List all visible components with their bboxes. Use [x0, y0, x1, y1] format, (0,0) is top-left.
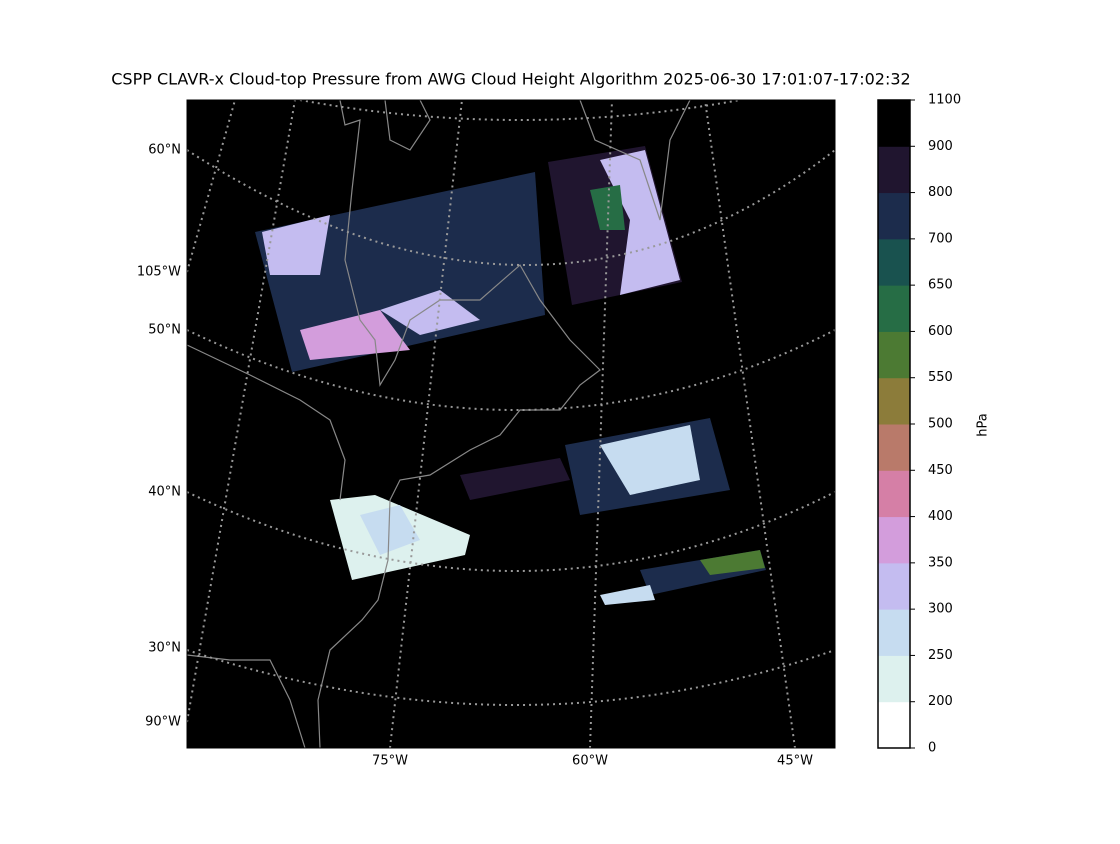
colorbar-tick-label: 350 — [928, 555, 953, 570]
lon-label: 45°W — [777, 754, 813, 769]
lon-label: 60°W — [572, 754, 608, 769]
lat-label: 40°N — [148, 485, 181, 500]
colorbar-segment — [878, 701, 910, 749]
colorbar-segment — [878, 331, 910, 379]
colorbar-tick-label: 600 — [928, 324, 953, 339]
colorbar-segment — [878, 146, 910, 194]
colorbar-tick-label: 900 — [928, 139, 953, 154]
map: 60°N 50°N 40°N 30°N 105°W 90°W 75°W 60°W… — [137, 99, 836, 769]
colorbar-tick-label: 200 — [928, 694, 953, 709]
colorbar-segment — [878, 424, 910, 471]
colorbar-tick-label: 700 — [928, 231, 953, 246]
map-title: CSPP CLAVR-x Cloud-top Pressure from AWG… — [111, 70, 910, 89]
colorbar-segment — [878, 377, 910, 425]
graticule — [187, 100, 835, 748]
colorbar-segment — [878, 562, 910, 610]
colorbar-segment — [878, 516, 910, 564]
colorbar-segment — [878, 470, 910, 518]
lat-label: 50°N — [148, 323, 181, 338]
colorbar-segment — [878, 192, 910, 240]
colorbar-tick-label: 450 — [928, 463, 953, 478]
colorbar-tick-label: 400 — [928, 509, 953, 524]
map-frame — [186, 99, 836, 749]
colorbar-tick-label: 500 — [928, 417, 953, 432]
coastlines — [187, 100, 691, 748]
colorbar-segment — [878, 238, 910, 286]
colorbar-tick-label: 300 — [928, 602, 953, 617]
colorbar-tick-label: 0 — [928, 741, 936, 756]
lon-label: 105°W — [137, 265, 181, 280]
colorbar-segment — [878, 655, 910, 703]
colorbar-tick-label: 800 — [928, 185, 953, 200]
lat-label: 60°N — [148, 143, 181, 158]
colorbar-tick-label: 1100 — [928, 93, 961, 108]
lon-label: 75°W — [372, 754, 408, 769]
colorbar: 0 200 250 300 350 400 450 500 550 600 650 700 800 900… — [877, 93, 961, 756]
colorbar-tick-label: 650 — [928, 278, 953, 293]
colorbar-label: hPa — [976, 413, 991, 436]
colorbar-tick-label: 250 — [928, 648, 953, 663]
colorbar-segment — [878, 285, 910, 332]
colorbar-tick-label: 550 — [928, 370, 953, 385]
colorbar-segment — [878, 609, 910, 656]
colorbar-segment — [878, 100, 910, 147]
lat-label: 30°N — [148, 641, 181, 656]
lon-label: 90°W — [145, 715, 181, 730]
